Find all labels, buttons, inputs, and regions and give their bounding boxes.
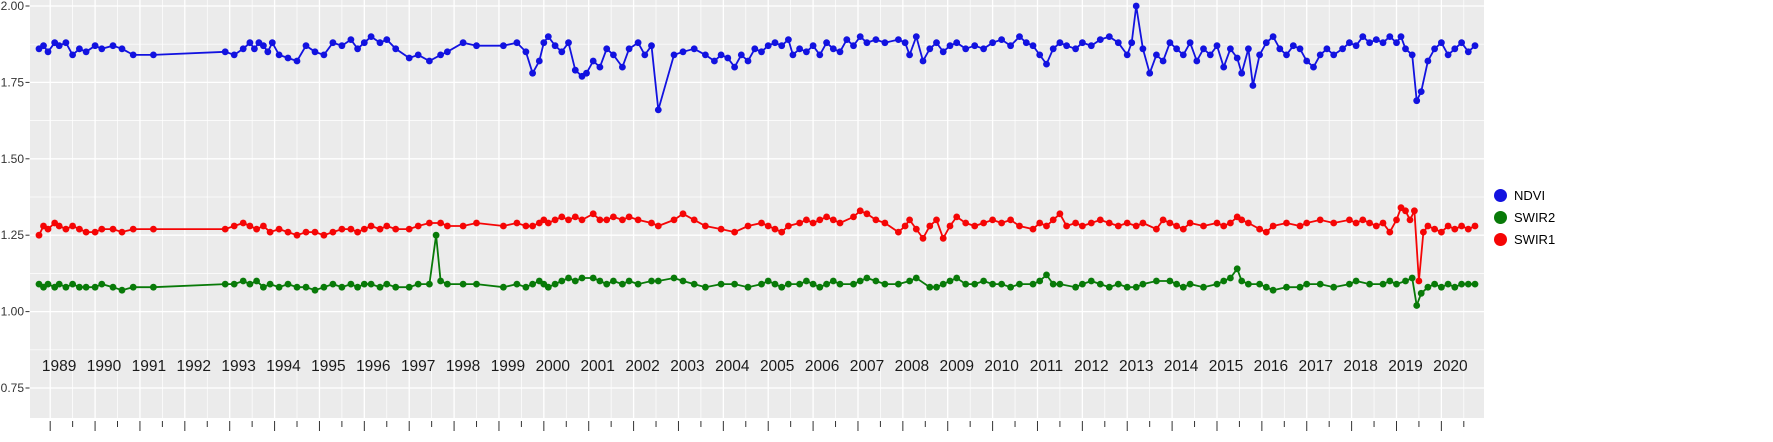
x-tick-label: 2018: [1343, 358, 1377, 375]
x-axis: 1989 1990 1991 1992 1993 1994 1995 1996 1997 1998…: [42, 358, 1468, 431]
x-tick-label: 1995: [311, 358, 345, 375]
legend-item-swir1: SWIR1: [1494, 232, 1555, 247]
series-swir1: [35, 204, 1479, 285]
y-tick-label: 1.50: [1, 152, 25, 166]
y-axis: 2.00 1.75 1.50 1.25 1.00 0.75: [1, 0, 30, 395]
plot-panel: [30, 0, 1484, 418]
legend-item-swir2: SWIR2: [1494, 210, 1555, 225]
x-tick-label: 1989: [42, 358, 76, 375]
x-tick-label: 2002: [625, 358, 659, 375]
x-tick-label: 2010: [984, 358, 1019, 375]
x-tick-label: 2007: [850, 358, 884, 375]
x-tick-label: 2020: [1433, 358, 1468, 375]
x-tick-label: 1996: [356, 358, 390, 375]
legend: NDVI SWIR2 SWIR1: [1494, 188, 1556, 247]
x-tick-label: 2012: [1074, 358, 1108, 375]
x-tick-label: 1993: [221, 358, 255, 375]
x-tick-label: 2000: [536, 358, 571, 375]
y-tick-label: 2.00: [1, 0, 25, 13]
x-tick-label: 1990: [87, 358, 122, 375]
gridlines: [30, 0, 1484, 418]
x-tick-label: 2001: [580, 358, 614, 375]
x-tick-label: 1991: [132, 358, 166, 375]
x-tick-label: 1992: [177, 358, 211, 375]
x-tick-label: 2011: [1030, 358, 1063, 375]
ndvi-line: [38, 5, 1476, 111]
x-tick-label: 2005: [760, 358, 794, 375]
series-ndvi: [35, 2, 1479, 114]
x-tick-label: 2017: [1298, 358, 1332, 375]
x-tick-label: 2015: [1209, 358, 1243, 375]
series-swir2: [35, 231, 1479, 310]
x-tick-label: 2009: [939, 358, 973, 375]
y-tick-label: 1.25: [1, 228, 25, 242]
x-tick-label: 2004: [715, 358, 750, 375]
y-tick-label: 1.75: [1, 75, 25, 89]
x-tick-label: 2008: [895, 358, 929, 375]
ndvi-point-icon: [1494, 189, 1507, 202]
swir1-point-icon: [1494, 233, 1507, 246]
y-tick-label: 0.75: [1, 381, 25, 395]
x-tick-label: 2003: [670, 358, 704, 375]
x-tick-label: 2014: [1164, 358, 1199, 375]
x-tick-label: 2013: [1119, 358, 1153, 375]
x-tick-label: 1994: [266, 358, 301, 375]
x-tick-label: 1999: [491, 358, 525, 375]
swir2-point-icon: [1494, 211, 1507, 224]
legend-label-ndvi: NDVI: [1514, 188, 1546, 203]
x-tick-label: 2016: [1254, 358, 1288, 375]
legend-item-ndvi: NDVI: [1494, 188, 1555, 203]
x-tick-label: 1998: [446, 358, 480, 375]
x-tick-label: 2006: [805, 358, 839, 375]
legend-label-swir2: SWIR2: [1514, 210, 1556, 225]
x-tick-label: 2019: [1388, 358, 1422, 375]
legend-label-swir1: SWIR1: [1514, 232, 1556, 247]
x-tick-label: 1997: [401, 358, 435, 375]
y-tick-label: 1.00: [1, 305, 25, 319]
